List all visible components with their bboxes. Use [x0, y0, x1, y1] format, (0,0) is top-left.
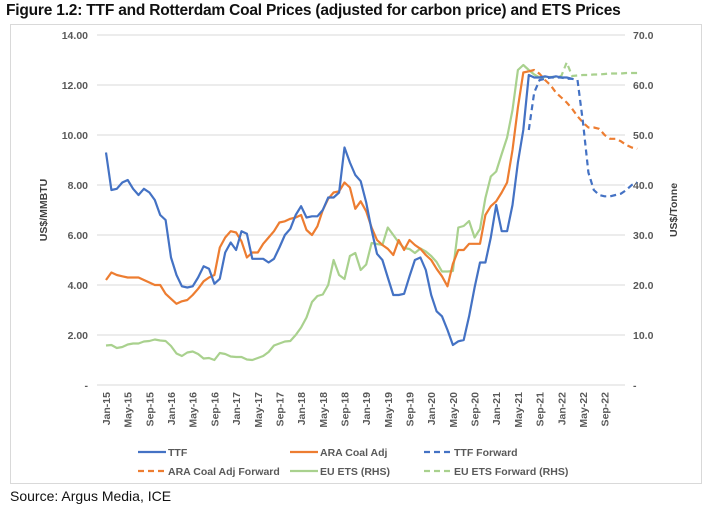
x-tick-label: May-20 — [448, 392, 460, 428]
x-tick-label: May-22 — [578, 392, 590, 428]
y-tick-label-left: 4.00 — [68, 280, 89, 292]
figure-title: Figure 1.2: TTF and Rotterdam Coal Price… — [6, 2, 621, 19]
x-tick-label: May-18 — [318, 392, 330, 428]
x-tick-label: Sep-20 — [470, 392, 482, 427]
y-tick-label-right: 30.0 — [633, 230, 654, 242]
y-tick-label-left: 12.00 — [62, 80, 88, 92]
y-tick-label-right: 10.0 — [633, 330, 654, 342]
x-tick-label: May-21 — [513, 392, 525, 428]
series-line-ttf-forward — [527, 76, 638, 198]
y-tick-label-left: 8.00 — [68, 180, 89, 192]
legend-item: EU ETS Forward (RHS) — [424, 466, 568, 478]
y-tick-label-right: 70.0 — [633, 30, 654, 42]
y-tick-label-left: 6.00 — [68, 230, 89, 242]
y-tick-label-left: 14.00 — [62, 30, 88, 42]
x-tick-label: Jan-17 — [231, 392, 243, 425]
y-axis-left: - 2.00 4.00 6.00 8.00 10.00 12.00 14.00 — [62, 30, 89, 392]
x-tick-label: Jan-21 — [491, 392, 503, 425]
legend-item: TTF Forward — [424, 447, 518, 459]
y-tick-label-right: 50.0 — [633, 130, 654, 142]
x-tick-label: May-17 — [253, 392, 265, 428]
legend-label: EU ETS Forward (RHS) — [454, 466, 568, 478]
x-tick-label: Jan-19 — [361, 392, 373, 425]
legend: TTF ARA Coal Adj TTF Forward ARA Coal Adj F… — [138, 447, 568, 478]
legend-item: ARA Coal Adj — [290, 447, 388, 459]
x-tick-label: Jan-16 — [166, 392, 178, 425]
series-line-eu-ets-rhs — [105, 63, 541, 362]
y-axis-right-title: US$/Tonne — [668, 183, 680, 237]
legend-label: EU ETS (RHS) — [320, 466, 390, 478]
x-tick-label: Jan-20 — [426, 392, 438, 425]
x-tick-label: Sep-15 — [144, 392, 156, 427]
x-tick-label: May-19 — [383, 392, 395, 428]
x-tick-label: Jan-15 — [101, 392, 113, 425]
x-tick-label: Sep-22 — [600, 392, 612, 427]
x-tick-label: Sep-17 — [274, 392, 286, 427]
y-tick-label-right: - — [633, 380, 637, 392]
gridlines — [97, 34, 625, 386]
series-line-ttf — [104, 73, 573, 347]
x-tick-label: May-16 — [188, 392, 200, 428]
y-tick-label-right: 40.0 — [633, 180, 654, 192]
legend-label: ARA Coal Adj — [320, 447, 388, 459]
legend-item: ARA Coal Adj Forward — [138, 466, 280, 478]
y-tick-label-left: 2.00 — [68, 330, 89, 342]
x-tick-label: Jan-18 — [296, 392, 308, 425]
series-line-ara-coal-adj — [105, 70, 530, 305]
legend-label: TTF — [168, 447, 188, 459]
chart-frame — [10, 24, 702, 484]
x-tick-label: May-15 — [123, 392, 135, 428]
x-tick-label: Sep-21 — [535, 392, 547, 427]
x-axis: Jan-15 May-15 Sep-15 Jan-16 May-16 Sep-16 Jan-… — [101, 392, 612, 428]
legend-item: TTF — [138, 447, 188, 459]
y-tick-label-left: 10.00 — [62, 130, 88, 142]
y-tick-label-right: 20.0 — [633, 280, 654, 292]
y-axis-left-title: US$/MMBTU — [38, 179, 50, 241]
x-tick-label: Sep-18 — [339, 392, 351, 427]
x-tick-label: Jan-22 — [556, 392, 568, 425]
series-line-eu-ets-forward-rhs — [539, 61, 638, 79]
y-tick-label-left: - — [85, 380, 89, 392]
x-tick-label: Sep-19 — [405, 392, 417, 427]
y-tick-label-right: 60.0 — [633, 80, 654, 92]
legend-item: EU ETS (RHS) — [290, 466, 390, 478]
x-tick-label: Sep-16 — [209, 392, 221, 427]
legend-label: ARA Coal Adj Forward — [168, 466, 280, 478]
series-line-ara-coal-adj-forward — [528, 68, 638, 150]
series-lines — [104, 61, 638, 362]
source-note: Source: Argus Media, ICE — [10, 488, 172, 504]
y-axis-right: - 10.0 20.0 30.0 40.0 50.0 60.0 70.0 — [633, 30, 654, 392]
legend-label: TTF Forward — [454, 447, 518, 459]
